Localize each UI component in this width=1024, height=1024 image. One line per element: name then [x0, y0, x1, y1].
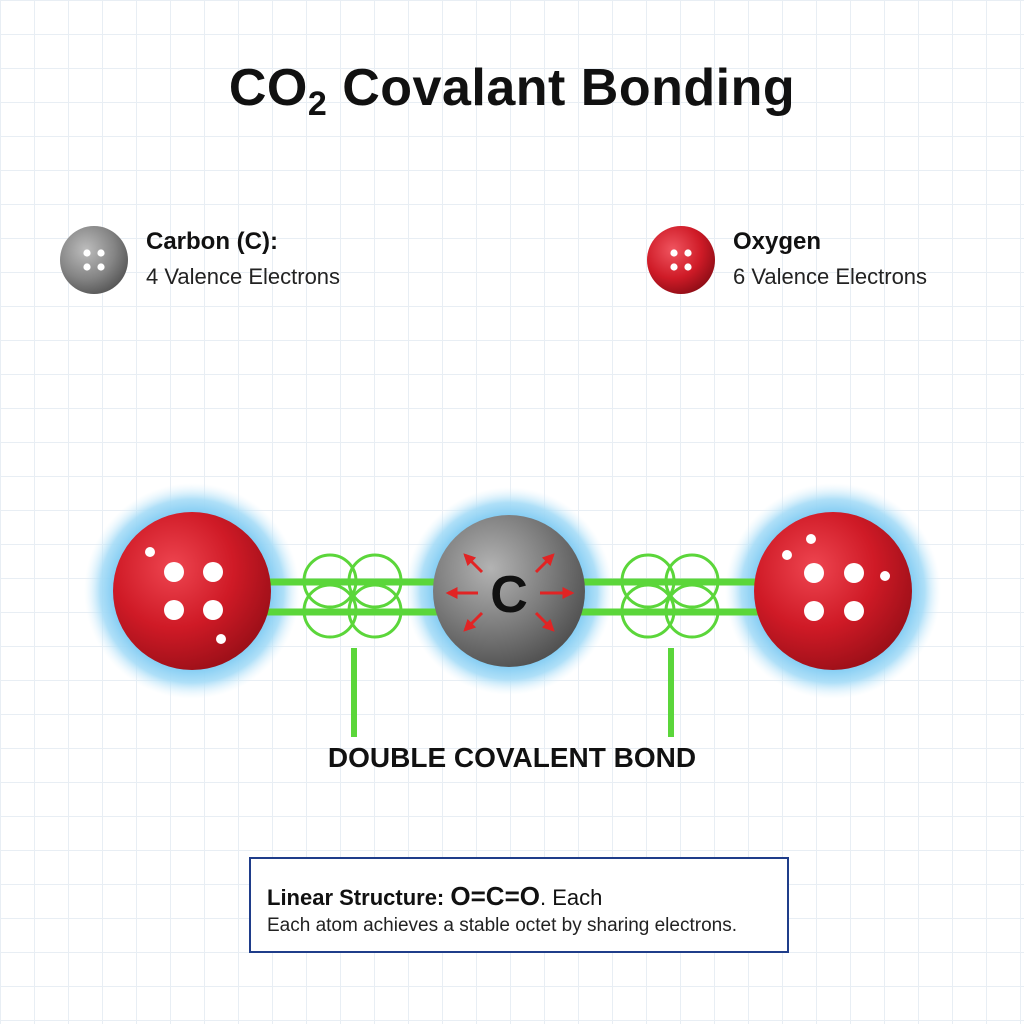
left-double-bond [262, 553, 440, 737]
info-formula: O=C=O [450, 881, 540, 911]
page-title: CO2 Covalant Bonding [0, 58, 1024, 121]
carbon-atom-icon [60, 226, 128, 294]
right-double-bond [580, 553, 765, 737]
carbon-legend-name: Carbon (C): [146, 228, 278, 255]
info-box: Linear Structure: O=C=O. Each Each atom … [249, 857, 789, 953]
legend-oxygen: Oxygen 6 Valence Electrons [645, 222, 965, 298]
bond-label: DOUBLE COVALENT BOND [327, 742, 697, 773]
right-oxygen-atom [754, 512, 912, 670]
oxygen-legend-description: 6 Valence Electrons [733, 264, 928, 289]
info-trailing: . Each [539, 885, 603, 910]
info-structure-line: Linear Structure: O=C=O. Each [267, 881, 602, 912]
oxygen-atom-icon [647, 226, 715, 294]
left-oxygen-atom [113, 512, 271, 670]
carbon-symbol: C [490, 566, 528, 624]
info-label: Linear Structure: [267, 885, 445, 910]
title-subscript: 2 [307, 85, 328, 123]
title-prefix: CO [228, 59, 308, 117]
oxygen-legend-name: Oxygen [733, 228, 822, 255]
legend-carbon: Carbon (C): 4 Valence Electrons [58, 222, 378, 298]
co2-molecule-diagram: C [84, 483, 941, 737]
carbon-atom: C [433, 515, 585, 667]
title-suffix: Covalant Bonding [327, 59, 796, 117]
info-sentence: Each atom achieves a stable octet by sha… [267, 915, 737, 936]
carbon-legend-description: 4 Valence Electrons [146, 264, 341, 289]
